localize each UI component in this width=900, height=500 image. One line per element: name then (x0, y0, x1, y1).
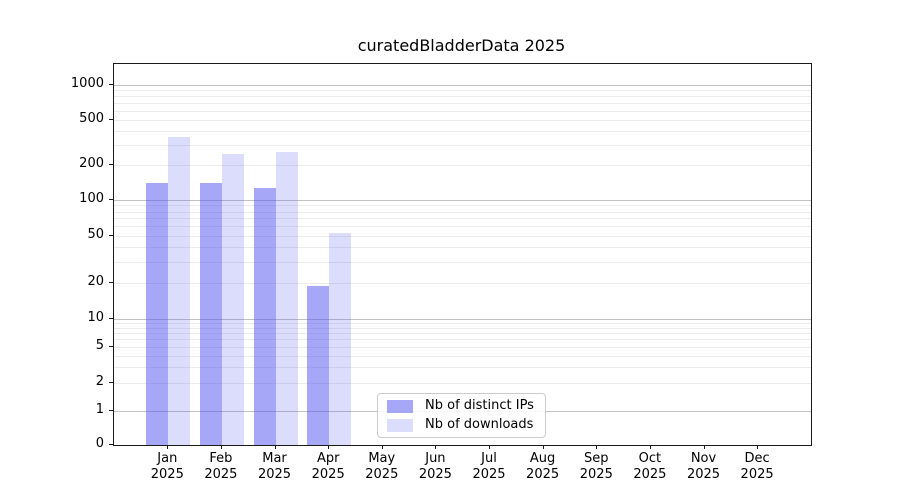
y-tick-mark (109, 444, 113, 445)
legend-label-distinct-ips: Nb of distinct IPs (425, 398, 534, 413)
y-tick-mark (109, 164, 113, 166)
minor-gridline (114, 102, 811, 104)
minor-gridline (114, 235, 811, 237)
x-tick-mark (489, 445, 490, 449)
minor-gridline (114, 130, 811, 132)
minor-gridline (114, 226, 811, 228)
y-tick-label: 50 (87, 226, 104, 242)
y-tick-label: 5 (95, 337, 104, 353)
bar-distinct-ips-jan (146, 182, 169, 445)
x-tick-label: Dec 2025 (740, 451, 774, 482)
minor-gridline (114, 211, 811, 213)
minor-gridline (114, 205, 811, 207)
y-tick-label: 10 (87, 310, 104, 325)
x-tick-label: May 2025 (365, 451, 399, 482)
minor-gridline (114, 323, 811, 325)
x-tick-mark (167, 445, 169, 449)
y-tick-mark (109, 234, 113, 236)
x-tick-label: Aug 2025 (526, 451, 560, 482)
y-tick-label: 2 (95, 374, 104, 390)
y-tick-label: 1 (95, 402, 104, 417)
bar-distinct-ips-apr (307, 285, 330, 445)
minor-gridline (114, 96, 811, 98)
bar-downloads-apr (329, 232, 352, 445)
x-tick-label: Nov 2025 (686, 451, 721, 482)
x-tick-mark (381, 445, 383, 449)
y-tick-label: 100 (79, 191, 104, 206)
x-tick-label: Jan 2025 (150, 451, 184, 482)
legend-item-distinct-ips: Nb of distinct IPs (387, 399, 545, 413)
minor-gridline (114, 355, 811, 357)
legend-item-downloads: Nb of downloads (387, 418, 545, 432)
minor-gridline (114, 110, 811, 112)
minor-gridline (114, 283, 811, 285)
bar-downloads-jan (168, 137, 191, 445)
y-tick-label: 1000 (70, 76, 104, 91)
minor-gridline (114, 119, 811, 121)
x-tick-mark (757, 445, 759, 449)
x-tick-mark (703, 445, 705, 449)
x-tick-label: Oct 2025 (633, 451, 667, 482)
y-tick-mark (109, 410, 113, 411)
legend-swatch-distinct-ips (387, 399, 413, 413)
x-tick-mark (220, 445, 222, 449)
y-tick-mark (109, 282, 113, 284)
minor-gridline (114, 90, 811, 92)
x-tick-label: Feb 2025 (204, 451, 238, 482)
x-tick-mark (328, 445, 330, 449)
x-tick-mark (596, 445, 598, 449)
y-tick-mark (109, 118, 113, 120)
minor-gridline (114, 346, 811, 348)
minor-gridline (114, 383, 811, 385)
legend-label-downloads: Nb of downloads (425, 417, 534, 432)
x-tick-mark (435, 445, 437, 449)
y-tick-mark (109, 345, 113, 347)
plot-area: Nb of distinct IPs Nb of downloads (113, 63, 812, 446)
legend-swatch-downloads (387, 418, 413, 432)
x-tick-label: Sep 2025 (579, 451, 613, 482)
bar-downloads-feb (221, 154, 244, 445)
chart-title: curatedBladderData 2025 (357, 36, 566, 55)
bar-distinct-ips-mar (253, 187, 276, 445)
minor-gridline (114, 165, 811, 167)
x-tick-mark (274, 445, 276, 449)
y-tick-mark (109, 199, 113, 200)
y-tick-label: 500 (79, 110, 104, 126)
minor-gridline (114, 145, 811, 147)
bar-downloads-mar (275, 151, 298, 445)
y-tick-label: 0 (95, 436, 104, 451)
legend: Nb of distinct IPs Nb of downloads (377, 393, 546, 438)
minor-gridline (114, 333, 811, 335)
x-tick-label: Jul 2025 (472, 451, 506, 482)
x-tick-label: Jun 2025 (418, 451, 452, 482)
y-tick-label: 200 (79, 156, 104, 172)
x-tick-label: Mar 2025 (257, 451, 292, 482)
major-gridline (114, 200, 811, 201)
minor-gridline (114, 262, 811, 264)
major-gridline (114, 319, 811, 320)
y-tick-label: 20 (87, 274, 104, 290)
bar-distinct-ips-feb (199, 182, 222, 445)
y-tick-mark (109, 84, 113, 85)
minor-gridline (114, 247, 811, 249)
y-tick-mark (109, 318, 113, 319)
minor-gridline (114, 327, 811, 329)
minor-gridline (114, 218, 811, 220)
minor-gridline (114, 339, 811, 341)
minor-gridline (114, 367, 811, 369)
major-gridline (114, 85, 811, 86)
x-tick-mark (649, 445, 651, 449)
x-tick-label: Apr 2025 (311, 451, 345, 482)
x-tick-mark (542, 445, 544, 449)
y-tick-mark (109, 382, 113, 384)
